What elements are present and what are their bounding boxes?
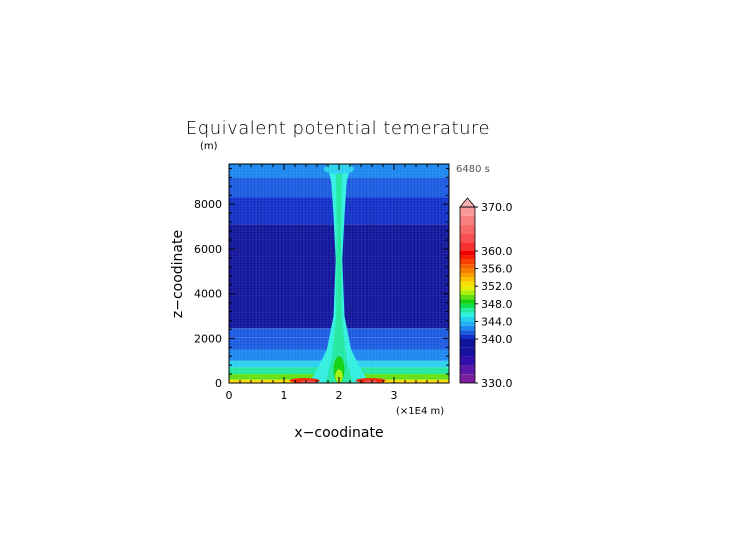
heatmap-plot (229, 164, 449, 384)
colorbar-level (460, 268, 475, 273)
colorbar-level (460, 317, 475, 322)
x-tick-label: 2 (336, 389, 343, 402)
x-tick-label: 1 (281, 389, 288, 402)
y-tick-label: 0 (215, 377, 222, 390)
colorbar-level (460, 215, 475, 225)
heatmap-feature-3 (300, 380, 315, 383)
colorbar-label: 340.0 (481, 333, 513, 346)
colorbar-level (460, 259, 475, 265)
colorbar-level (460, 286, 475, 291)
colorbar-level (460, 303, 475, 309)
plume-core (325, 164, 353, 383)
y-axis: 0 2000 4000 6000 8000 (194, 167, 449, 390)
colorbar-level (460, 299, 475, 304)
colorbar-level (460, 233, 475, 243)
colorbar-level (460, 273, 475, 278)
colorbar: 370.0 360.0 356.0 352.0 348.0 344.0 340.0 330.0 (459, 197, 513, 390)
colorbar-level (460, 207, 475, 216)
colorbar-label: 352.0 (481, 280, 513, 293)
colorbar-level (460, 295, 475, 300)
colorbar-level (460, 374, 475, 383)
colorbar-level (460, 365, 475, 375)
heatmap-fine-grid (228, 163, 449, 383)
colorbar-level (460, 339, 475, 348)
x-axis: 0 1 2 3 (226, 164, 450, 402)
colorbar-level (460, 264, 475, 269)
colorbar-label: 360.0 (481, 245, 513, 258)
colorbar-level (460, 255, 475, 260)
colorbar-level (460, 290, 475, 295)
x-axis-label: x−coodinate (294, 425, 383, 441)
colorbar-label: 330.0 (481, 377, 513, 390)
colorbar-level (460, 281, 475, 287)
colorbar-level (460, 347, 475, 357)
colorbar-level (460, 321, 475, 326)
colorbar-label: 344.0 (481, 315, 513, 328)
heatmap-feature-4 (363, 380, 378, 383)
y-tick-label: 4000 (194, 288, 222, 301)
colorbar-over-arrow (459, 197, 476, 208)
y-tick-label: 6000 (194, 243, 222, 256)
x-tick-label: 3 (391, 389, 398, 402)
colorbar-level (460, 325, 475, 331)
colorbar-label: 370.0 (481, 201, 513, 214)
heatmap-feature-6 (335, 369, 343, 384)
colorbar-level (460, 312, 475, 317)
chart-title: Equivalent potential temerature (186, 118, 490, 139)
colorbar-label: 356.0 (481, 263, 513, 276)
y-tick-label: 8000 (194, 198, 222, 211)
colorbar-level (460, 334, 475, 339)
colorbar-level (460, 242, 475, 251)
x-unit-label: (×1E4 m) (396, 406, 444, 417)
colorbar-level (460, 224, 475, 234)
colorbar-level (460, 251, 475, 256)
y-axis-label: z−coodinate (170, 230, 186, 318)
time-label: 6480 s (456, 164, 490, 175)
colorbar-level (460, 356, 475, 366)
x-tick-label: 0 (226, 389, 233, 402)
colorbar-label: 348.0 (481, 298, 513, 311)
colorbar-level (460, 330, 475, 335)
y-tick-label: 2000 (194, 332, 222, 345)
colorbar-level (460, 308, 475, 313)
colorbar-level (460, 277, 475, 282)
colorbar-frame (459, 206, 476, 384)
y-unit-label: (m) (200, 141, 218, 152)
